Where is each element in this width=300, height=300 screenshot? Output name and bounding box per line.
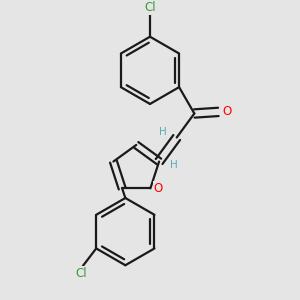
Text: O: O [223,105,232,119]
Text: Cl: Cl [75,267,87,280]
Text: H: H [159,127,167,137]
Text: Cl: Cl [144,2,156,14]
Text: H: H [169,160,177,170]
Text: O: O [154,182,163,195]
